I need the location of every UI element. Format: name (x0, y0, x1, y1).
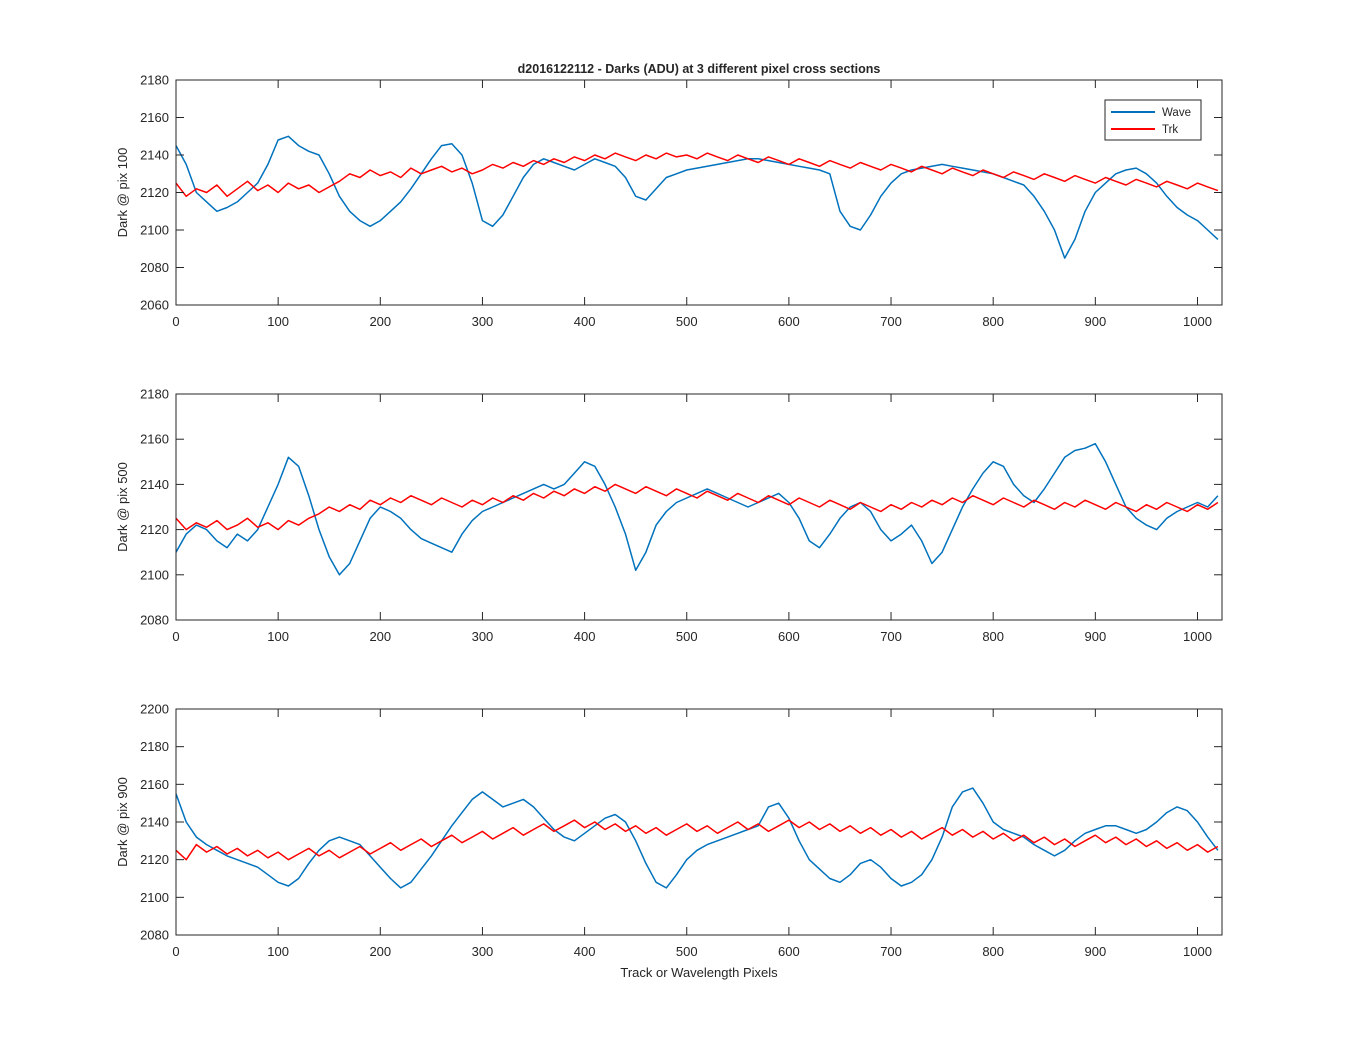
x-tick-label: 600 (778, 944, 800, 959)
y-tick-label: 2140 (140, 148, 169, 163)
x-tick-label: 1000 (1183, 629, 1212, 644)
x-tick-label: 600 (778, 314, 800, 329)
x-tick-label: 1000 (1183, 944, 1212, 959)
x-tick-label: 0 (172, 944, 179, 959)
y-tick-label: 2120 (140, 185, 169, 200)
x-tick-label: 700 (880, 629, 902, 644)
series-line-wave-2 (176, 442, 1219, 576)
x-tick-label: 300 (472, 314, 494, 329)
x-axis-label: Track or Wavelength Pixels (620, 965, 778, 980)
x-tick-label: 800 (982, 629, 1004, 644)
y-tick-label: 2180 (140, 73, 169, 88)
y-tick-label: 2180 (140, 739, 169, 754)
subplot-2: 0 100 200 300 400 500 600 700 800 900 1000 2080 2100… (115, 387, 1223, 644)
legend-label-trk: Trk (1162, 124, 1178, 136)
x-tick-label: 400 (574, 629, 596, 644)
subplots: 0 100 200 300 400 500 600 700 800 900 100020602080… (115, 73, 1223, 959)
x-tick-label: 900 (1084, 314, 1106, 329)
figure-title: d2016122112 - Darks (ADU) at 3 different… (518, 62, 881, 76)
x-tick-label: 100 (267, 314, 289, 329)
x-tick-label: 0 (172, 629, 179, 644)
y-tick-label: 2080 (140, 613, 169, 628)
x-tick-label: 600 (778, 629, 800, 644)
y-tick-label: 2120 (140, 522, 169, 537)
x-tick-label: 900 (1084, 629, 1106, 644)
legend-label-wave: Wave (1162, 107, 1191, 119)
subplot-3: 0 100 200 300 400 500 600 700 800 900 1000 2080 2100… (115, 702, 1223, 959)
y-tick-label: 2120 (140, 852, 169, 867)
y-tick-label: 2080 (140, 260, 169, 275)
x-tick-label: 300 (472, 944, 494, 959)
y-tick-label: 2140 (140, 815, 169, 830)
y-tick-label: 2160 (140, 777, 169, 792)
x-tick-label: 500 (676, 944, 698, 959)
y-tick-label: 2140 (140, 477, 169, 492)
x-tick-label: 700 (880, 314, 902, 329)
x-tick-label: 200 (369, 314, 391, 329)
x-tick-label: 700 (880, 944, 902, 959)
y-tick-label: 2200 (140, 702, 169, 717)
y-axis-label-3: Dark @ pix 900 (115, 777, 130, 867)
x-tick-label: 400 (574, 314, 596, 329)
x-tick-label: 1000 (1183, 314, 1212, 329)
x-tick-label: 500 (676, 314, 698, 329)
y-tick-label: 2180 (140, 387, 169, 402)
series-line-trk-2 (176, 483, 1219, 531)
y-tick-label: 2100 (140, 890, 169, 905)
series-line-trk-3 (176, 819, 1219, 861)
series-line-trk-1 (176, 152, 1219, 198)
y-axis-label-2: Dark @ pix 500 (115, 462, 130, 552)
x-tick-label: 500 (676, 629, 698, 644)
y-tick-label: 2100 (140, 223, 169, 238)
x-tick-label: 100 (267, 629, 289, 644)
y-tick-label: 2160 (140, 110, 169, 125)
axes-box-2 (175, 393, 1223, 621)
series-line-wave-3 (176, 787, 1219, 889)
legend: Wave Trk (1104, 99, 1202, 141)
y-axis-label-1: Dark @ pix 100 (115, 148, 130, 238)
series-line-wave-1 (176, 135, 1219, 259)
x-tick-label: 300 (472, 629, 494, 644)
x-tick-label: 400 (574, 944, 596, 959)
x-tick-label: 100 (267, 944, 289, 959)
subplot-1: 0 100 200 300 400 500 600 700 800 900 1000 2060 2080… (115, 73, 1223, 329)
legend-box (1104, 99, 1202, 141)
x-tick-label: 800 (982, 944, 1004, 959)
x-tick-label: 200 (369, 944, 391, 959)
y-tick-label: 2080 (140, 928, 169, 943)
x-tick-label: 800 (982, 314, 1004, 329)
y-tick-label: 2100 (140, 567, 169, 582)
y-tick-label: 2160 (140, 432, 169, 447)
x-tick-label: 200 (369, 629, 391, 644)
y-tick-label: 2060 (140, 298, 169, 313)
x-tick-label: 900 (1084, 944, 1106, 959)
x-tick-label: 0 (172, 314, 179, 329)
